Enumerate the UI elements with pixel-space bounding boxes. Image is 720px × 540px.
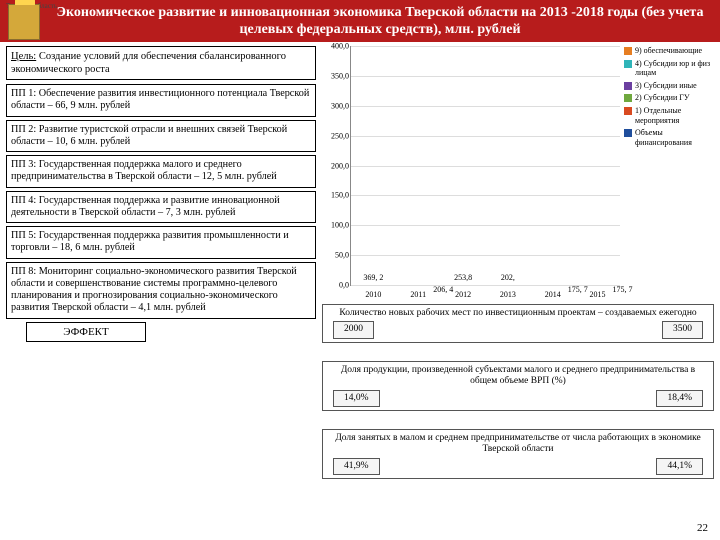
legend-item: 3) Субсидии иные	[624, 81, 714, 91]
goal-label: Цель:	[11, 51, 36, 62]
left-column: Цель: Создание условий для обеспечения с…	[6, 46, 316, 479]
bars-container: 369, 22010206, 42011253,82012202,2013175…	[351, 46, 620, 285]
x-category-label: 2015	[590, 290, 606, 299]
info-box-1: Количество новых рабочих мест по инвести…	[322, 304, 714, 343]
bar-value-label: 253,8	[454, 273, 472, 282]
metric-right: 18,4%	[656, 390, 703, 407]
legend-item: 1) Отдельные мероприятия	[624, 106, 714, 125]
info-title: Доля продукции, произведенной субъектами…	[327, 365, 709, 388]
x-category-label: 2012	[455, 290, 471, 299]
metric-right: 44,1%	[656, 458, 703, 475]
metric-right: 3500	[662, 321, 703, 338]
pp-item-6: ПП 8: Мониторинг социально-экономическог…	[6, 262, 316, 319]
y-tick-label: 200,0	[331, 161, 351, 170]
right-column: 0,050,0100,0150,0200,0250,0300,0350,0400…	[322, 46, 714, 479]
y-tick-label: 100,0	[331, 221, 351, 230]
pp-item-1: ПП 1: Обеспечение развития инвестиционно…	[6, 84, 316, 116]
metric-row: 2000 3500	[327, 321, 709, 338]
pp-item-2: ПП 2: Развитие туристской отрасли и внеш…	[6, 120, 316, 152]
info-title: Доля занятых в малом и среднем предприни…	[327, 433, 709, 456]
bar-mid-label: 206, 4	[433, 285, 453, 294]
legend-swatch	[624, 82, 632, 90]
x-category-label: 2010	[365, 290, 381, 299]
metric-row: 41,9% 44,1%	[327, 458, 709, 475]
legend-label: 4) Субсидии юр и физ лицам	[635, 59, 714, 78]
y-tick-label: 250,0	[331, 131, 351, 140]
effect-box: ЭФФЕКТ	[26, 322, 146, 342]
stacked-bar-chart: 0,050,0100,0150,0200,0250,0300,0350,0400…	[322, 46, 714, 286]
bar-value-label: 369, 2	[363, 273, 383, 282]
bar-mid-label: 175, 7	[613, 285, 633, 294]
legend-item: Объемы финансирования	[624, 128, 714, 147]
legend-label: 2) Субсидии ГУ	[635, 93, 690, 103]
legend-label: 3) Субсидии иные	[635, 81, 697, 91]
goal-text: Создание условий для обеспечения сбаланс…	[11, 51, 286, 75]
legend-label: 1) Отдельные мероприятия	[635, 106, 714, 125]
legend-item: 2) Субсидии ГУ	[624, 93, 714, 103]
page-number: 22	[697, 522, 708, 534]
metric-left: 2000	[333, 321, 374, 338]
legend-swatch	[624, 107, 632, 115]
legend-swatch	[624, 47, 632, 55]
y-tick-label: 150,0	[331, 191, 351, 200]
pp-item-3: ПП 3: Государственная поддержка малого и…	[6, 155, 316, 187]
page-title: Экономическое развитие и инновационная э…	[48, 5, 712, 39]
legend-swatch	[624, 94, 632, 102]
crest-icon	[8, 4, 40, 40]
legend-label: 9) обеспечивающие	[635, 46, 702, 56]
pp-item-5: ПП 5: Государственная поддержка развития…	[6, 226, 316, 258]
x-category-label: 2011	[410, 290, 426, 299]
legend-swatch	[624, 129, 632, 137]
goal-box: Цель: Создание условий для обеспечения с…	[6, 46, 316, 80]
y-tick-label: 50,0	[335, 251, 351, 260]
legend-label: Объемы финансирования	[635, 128, 714, 147]
bar-mid-label: 175, 7	[568, 285, 588, 294]
x-category-label: 2013	[500, 290, 516, 299]
info-box-2: Доля продукции, произведенной субъектами…	[322, 361, 714, 411]
info-title: Количество новых рабочих мест по инвести…	[327, 308, 709, 319]
chart-legend: 9) обеспечивающие 4) Субсидии юр и физ ли…	[624, 46, 714, 286]
legend-swatch	[624, 60, 632, 68]
pp-item-4: ПП 4: Государственная поддержка и развит…	[6, 191, 316, 223]
y-tick-label: 350,0	[331, 71, 351, 80]
x-category-label: 2014	[545, 290, 561, 299]
y-tick-label: 0,0	[339, 281, 351, 290]
info-box-3: Доля занятых в малом и среднем предприни…	[322, 429, 714, 479]
main-content: Цель: Создание условий для обеспечения с…	[0, 42, 720, 481]
legend-item: 9) обеспечивающие	[624, 46, 714, 56]
metric-row: 14,0% 18,4%	[327, 390, 709, 407]
y-tick-label: 400,0	[331, 42, 351, 51]
metric-left: 14,0%	[333, 390, 380, 407]
header: Экономическое развитие и инновационная э…	[0, 0, 720, 42]
legend-item: 4) Субсидии юр и физ лицам	[624, 59, 714, 78]
metric-left: 41,9%	[333, 458, 380, 475]
y-tick-label: 300,0	[331, 101, 351, 110]
bar-value-label: 202,	[501, 273, 515, 282]
